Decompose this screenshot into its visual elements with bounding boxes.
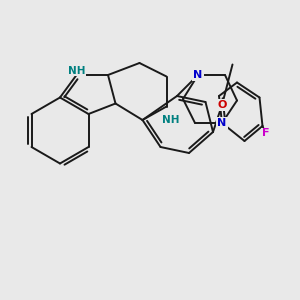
Text: NH: NH [68,65,85,76]
Text: F: F [262,128,269,139]
Text: NH: NH [162,115,180,125]
Text: N: N [194,70,202,80]
Text: O: O [217,100,227,110]
Text: N: N [218,118,226,128]
